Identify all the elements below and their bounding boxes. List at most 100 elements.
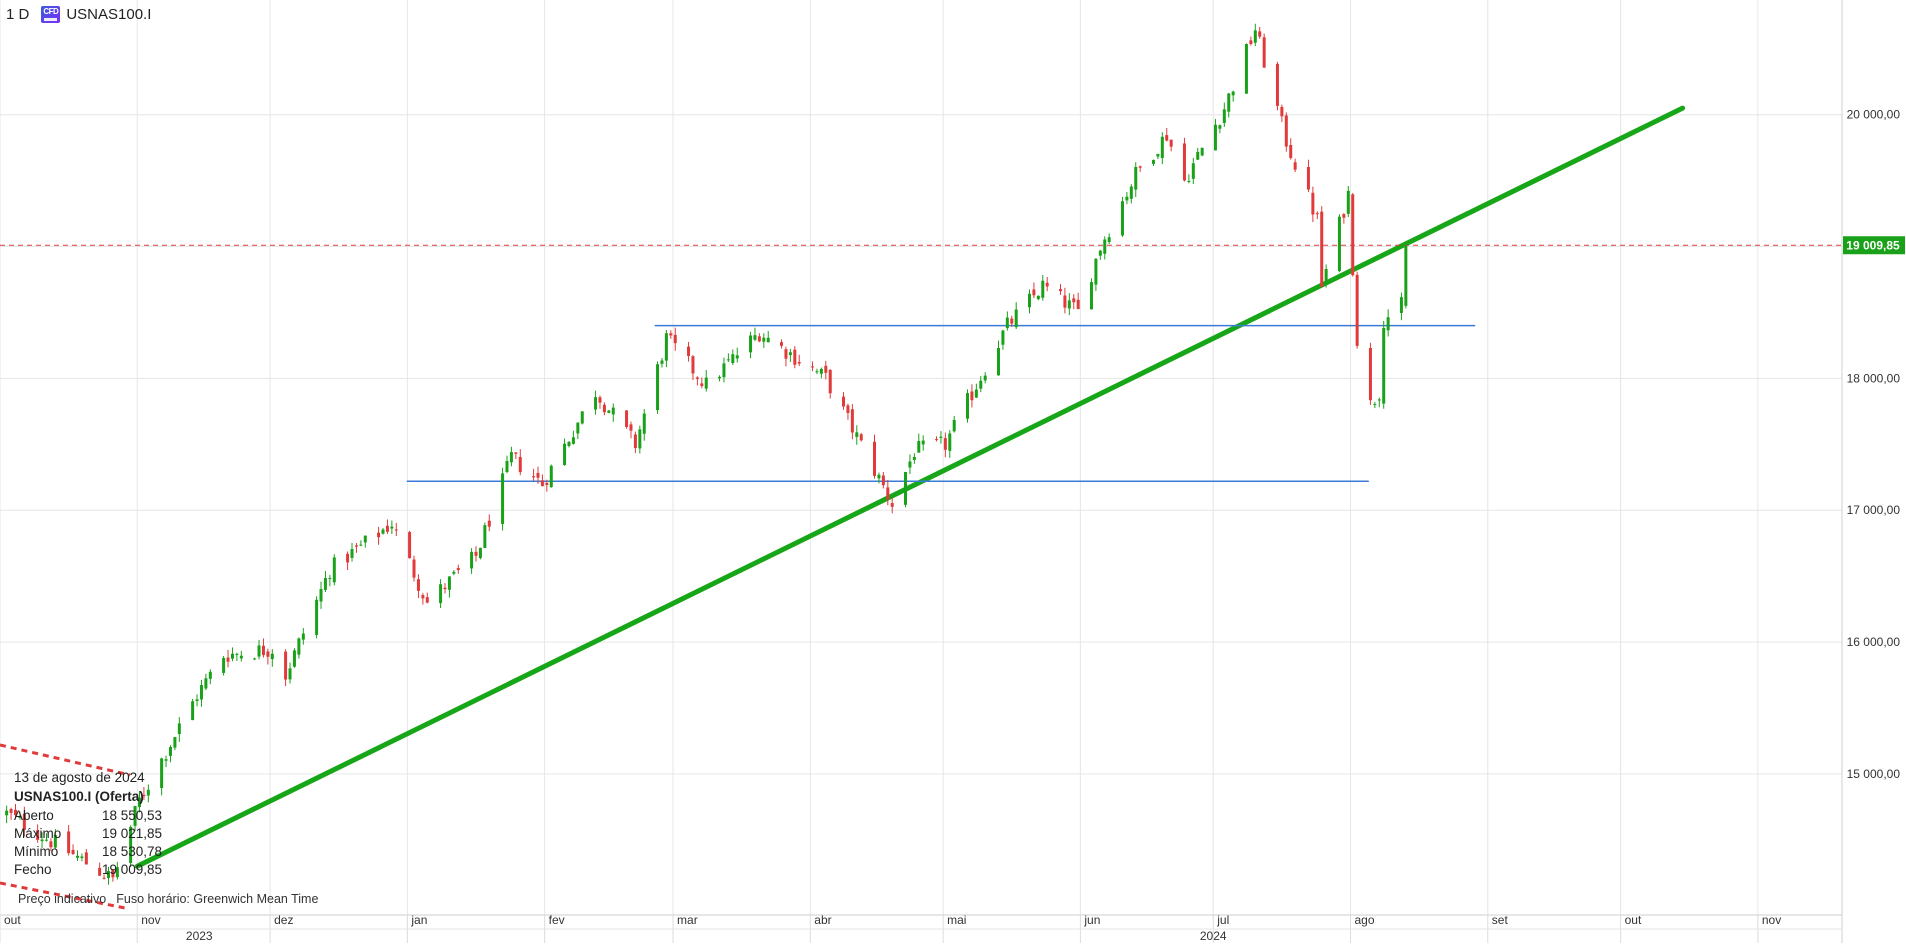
- candle-body: [948, 433, 952, 451]
- month-tick-label: jun: [1083, 913, 1100, 927]
- trendline: [134, 105, 1686, 869]
- candle-body: [80, 856, 84, 859]
- candle-body: [1306, 167, 1310, 190]
- candle-body: [625, 410, 629, 427]
- candle-body: [602, 404, 606, 413]
- candle-body: [474, 551, 478, 556]
- time-axis[interactable]: out nov dez jan fev mar abr mai jun jul ago set out n…: [0, 913, 1842, 943]
- candle-body: [354, 545, 358, 547]
- candle-body: [824, 365, 828, 373]
- candle-body: [1399, 297, 1403, 313]
- candle-body: [757, 336, 761, 342]
- candle-body: [1107, 237, 1111, 243]
- price-tick-label: 15 000,00: [1847, 767, 1901, 781]
- candle-body: [1227, 93, 1231, 112]
- candle-body: [137, 797, 141, 807]
- candle-body: [1045, 282, 1049, 287]
- candle-body: [598, 397, 602, 403]
- year-tick-label: 2023: [186, 929, 213, 943]
- candle-body: [726, 359, 730, 361]
- candle-body: [784, 349, 788, 359]
- month-tick-label: out: [1625, 913, 1642, 927]
- candle-body: [567, 441, 571, 446]
- interval-selector[interactable]: 1 D: [6, 6, 30, 23]
- info-row-low: Mínimo 18 530,78: [14, 843, 162, 861]
- candle-body: [1094, 258, 1098, 285]
- candle-body: [1156, 153, 1160, 157]
- candle-body: [545, 482, 549, 485]
- candle-body: [53, 834, 57, 848]
- candle-body: [611, 407, 615, 415]
- candle-body: [594, 397, 598, 410]
- month-tick-label: jul: [1216, 913, 1229, 927]
- candle-body: [350, 549, 354, 558]
- candle-body: [1089, 282, 1093, 310]
- candle-body: [642, 413, 646, 434]
- candle-body: [1200, 147, 1204, 156]
- info-row-close: Fecho 19 009,85: [14, 861, 162, 879]
- candle-body: [780, 342, 784, 346]
- candle-body: [1373, 404, 1377, 406]
- candle-body: [1280, 106, 1284, 117]
- month-tick-label: set: [1492, 913, 1509, 927]
- candle-body: [1182, 143, 1186, 181]
- drawings-layer[interactable]: [0, 105, 1842, 910]
- candle-body: [700, 383, 704, 386]
- month-tick-label: mar: [677, 913, 698, 927]
- candle-body: [297, 638, 301, 655]
- info-value: 19 009,85: [101, 862, 162, 877]
- candle-body: [191, 701, 195, 721]
- candle-body: [607, 410, 611, 413]
- candle-body: [563, 443, 567, 466]
- candle-body: [1041, 280, 1045, 298]
- candle-body: [1346, 190, 1350, 214]
- candle-body: [133, 805, 137, 826]
- candle-body: [532, 476, 536, 478]
- cfd-icon: CFD: [41, 6, 61, 23]
- candle-body: [735, 355, 739, 359]
- candle-body: [908, 461, 912, 468]
- candle-body: [704, 377, 708, 389]
- cfd-badge-text: CFD: [43, 7, 59, 16]
- candle-body: [1036, 295, 1040, 300]
- candle-body: [1010, 318, 1014, 324]
- candle-body: [731, 354, 735, 364]
- candle-body: [84, 852, 88, 865]
- candle-body: [421, 595, 425, 599]
- month-tick-label: jan: [410, 913, 427, 927]
- candle-body: [235, 653, 239, 655]
- candle-body: [691, 356, 695, 374]
- candle-body: [1151, 160, 1155, 164]
- candle-body: [284, 651, 288, 680]
- month-tick-label: mai: [947, 913, 966, 927]
- candle-body: [749, 335, 753, 353]
- candle-body: [1368, 347, 1372, 401]
- candle-body: [129, 826, 133, 863]
- candle-body: [164, 759, 168, 761]
- month-tick-label: nov: [141, 913, 160, 927]
- candle-body: [470, 551, 474, 569]
- candle-body: [877, 474, 881, 479]
- candle-body: [270, 653, 274, 660]
- symbol-selector[interactable]: CFD USNAS100.I: [41, 6, 151, 23]
- candle-body: [722, 363, 726, 378]
- candle-body: [363, 535, 367, 543]
- candle-body: [1067, 300, 1071, 309]
- candle-body: [881, 475, 885, 486]
- candle-body: [1386, 317, 1390, 331]
- last-price-label: 19 009,85: [1846, 238, 1900, 252]
- candle-body: [629, 424, 633, 431]
- candle-body: [452, 571, 456, 574]
- candle-body: [412, 559, 416, 578]
- candle-body: [695, 377, 699, 379]
- info-row-open: Aberto 18 550,53: [14, 807, 162, 825]
- candle-body: [1289, 144, 1293, 159]
- candle-body: [983, 375, 987, 381]
- candle-body: [1072, 298, 1076, 303]
- price-axis[interactable]: 20 000,00 18 000,00 17 000,00 16 000,00 15 0…: [1843, 108, 1905, 781]
- candle-body: [226, 657, 230, 662]
- candle-body: [13, 809, 17, 816]
- price-tick-label: 20 000,00: [1847, 108, 1901, 122]
